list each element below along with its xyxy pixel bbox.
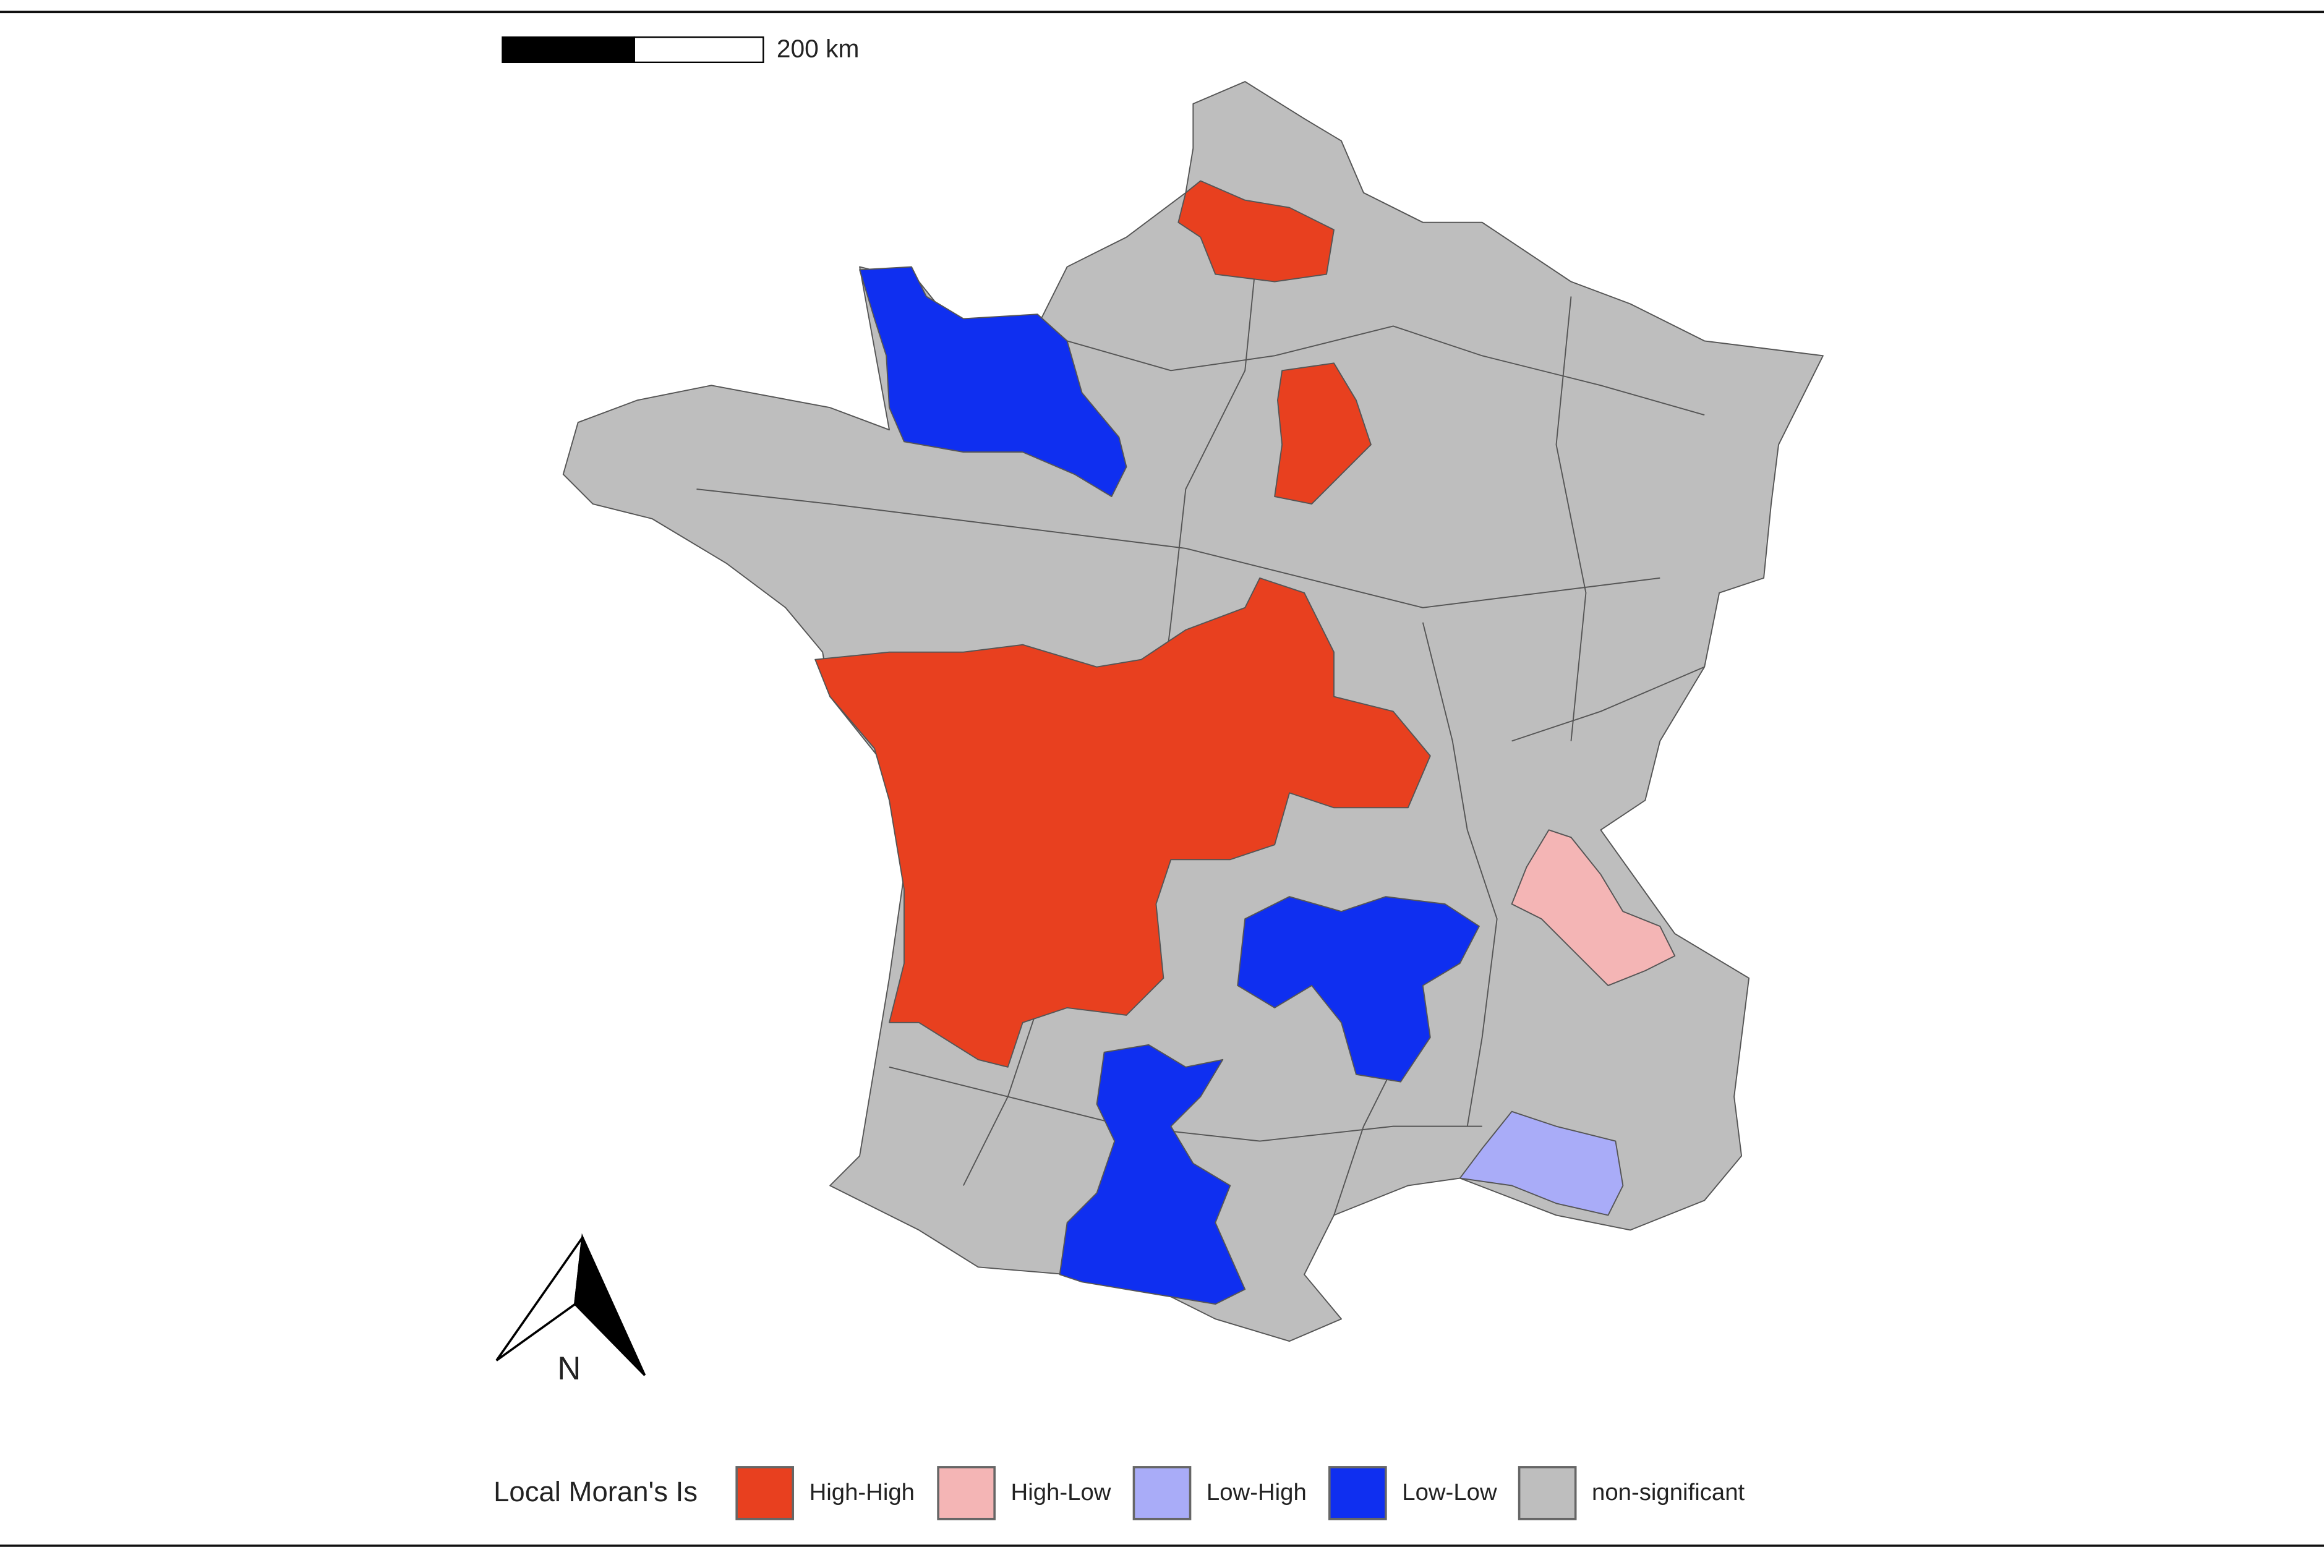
legend-label: non-significant (1592, 1479, 1745, 1506)
north-arrow-label: N (557, 1350, 581, 1387)
regions (562, 81, 1824, 1342)
region-high-high (814, 577, 1431, 1068)
border-line (696, 488, 1660, 608)
legend-label: High-Low (1011, 1479, 1111, 1506)
region-low-high (1459, 1110, 1624, 1216)
legend-swatch (735, 1466, 795, 1520)
north-arrow-left (495, 1237, 584, 1361)
scale-bar-black (502, 36, 635, 64)
legend-swatch (1518, 1466, 1577, 1520)
north-arrow-right (574, 1233, 646, 1376)
border-line (1555, 296, 1587, 741)
legend-swatch (937, 1466, 996, 1520)
legend-label: Low-Low (1402, 1479, 1497, 1506)
region-high-high (1274, 362, 1372, 505)
border-line (1067, 325, 1705, 416)
region-high-low (1511, 829, 1676, 986)
scale-bar-white (633, 36, 764, 64)
legend-swatch (1132, 1466, 1192, 1520)
border-line (889, 1066, 1482, 1142)
border-line (1511, 666, 1705, 742)
scale-bar-label: 200 km (777, 34, 860, 62)
border-line (962, 1007, 1038, 1186)
border-line (1333, 1067, 1394, 1216)
region-low-low (1059, 1044, 1246, 1305)
region-low-low (859, 266, 1127, 498)
border-line (1422, 622, 1498, 1127)
legend-swatch (1328, 1466, 1387, 1520)
legend-label: Low-High (1207, 1479, 1307, 1506)
legend-title: Local Moran's Is (493, 1476, 698, 1507)
legend: High-High High-Low Low-High Low-Low non-sign… (735, 1466, 1745, 1520)
region-high-high (1177, 180, 1335, 283)
region-low-low (1237, 896, 1480, 1083)
legend-label: High-High (810, 1479, 915, 1506)
